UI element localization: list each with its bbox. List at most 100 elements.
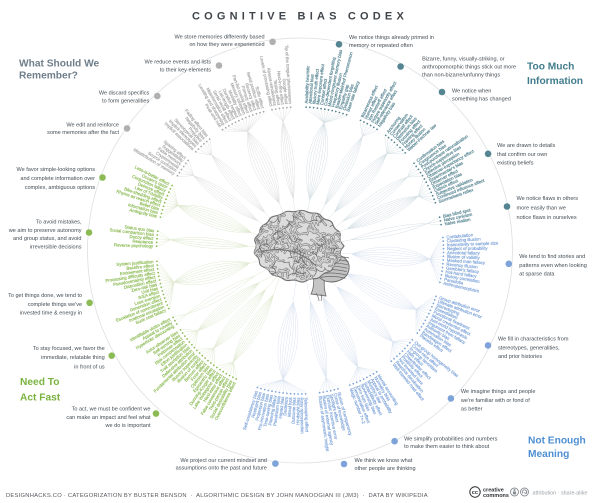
svg-text:than non-bizarre/unfunny thing: than non-bizarre/unfunny things (422, 72, 500, 78)
svg-text:Hindsight bias: Hindsight bias (295, 397, 300, 425)
svg-text:anthropomorphic things stick o: anthropomorphic things stick out more (422, 65, 516, 71)
svg-text:We are drawn to details: We are drawn to details (497, 143, 555, 149)
svg-text:Bias blind spot: Bias blind spot (442, 207, 471, 219)
svg-text:Mere exposure effect: Mere exposure effect (315, 63, 325, 105)
svg-text:Reverse psychology: Reverse psychology (114, 242, 154, 248)
svg-text:we aim to preserve autonomy: we aim to preserve autonomy (8, 228, 82, 234)
svg-text:to form generalities: to form generalities (102, 98, 149, 104)
svg-text:Insensitivity to sample size: Insensitivity to sample size (447, 240, 499, 247)
svg-text:can make an impact and feel wh: can make an impact and feel what (66, 415, 151, 421)
svg-text:We think we know what: We think we know what (355, 458, 413, 464)
svg-text:We favor simple-looking option: We favor simple-looking options (16, 167, 95, 173)
svg-text:notice flaws in ourselves: notice flaws in ourselves (517, 215, 577, 221)
svg-text:To act, we must be confident w: To act, we must be confident we (72, 407, 151, 413)
svg-text:more easily than we: more easily than we (517, 206, 566, 212)
svg-text:complex, ambiguous options: complex, ambiguous options (25, 185, 96, 191)
svg-text:Google effect: Google effect (282, 78, 289, 105)
svg-text:To get things done, we tend to: To get things done, we tend to (8, 293, 82, 299)
svg-text:We discard specifics: We discard specifics (99, 91, 150, 97)
svg-text:to make them easier to think a: to make them easier to think about (404, 444, 490, 450)
svg-text:System justification: System justification (116, 259, 154, 267)
svg-text:as better: as better (461, 407, 483, 413)
svg-text:Absent-mindedness: Absent-mindedness (266, 67, 278, 106)
svg-text:Too Much: Too Much (527, 62, 574, 73)
svg-text:Testing effect: Testing effect (273, 79, 282, 106)
svg-text:Information: Information (527, 76, 583, 87)
svg-text:We project our current mindset: We project our current mindset and (180, 458, 267, 464)
svg-text:patterns even when looking: patterns even when looking (519, 263, 587, 269)
svg-text:Pessimism bias: Pessimism bias (272, 395, 281, 426)
svg-text:IKEA effect: IKEA effect (138, 289, 161, 300)
svg-text:Remember?: Remember? (19, 71, 78, 82)
svg-text:Impact bias: Impact bias (278, 395, 286, 418)
svg-text:and complete information over: and complete information over (20, 176, 95, 182)
svg-text:Recency illusion: Recency illusion (446, 262, 478, 270)
svg-text:some memories after the fact: some memories after the fact (47, 130, 119, 136)
svg-text:We simplify probabilities and: We simplify probabilities and numbers (404, 436, 498, 442)
svg-text:Time-saving bias: Time-saving bias (263, 393, 274, 427)
svg-text:in front of us: in front of us (74, 364, 105, 370)
svg-text:something has changed: something has changed (452, 96, 511, 102)
svg-text:irreversible decisions: irreversible decisions (30, 245, 82, 251)
svg-text:memory or repeated often: memory or repeated often (349, 43, 413, 49)
svg-text:Decoy effect: Decoy effect (129, 234, 154, 241)
svg-text:Belief bias: Belief bias (139, 201, 160, 212)
svg-text:Outcome bias: Outcome bias (291, 396, 297, 424)
svg-text:to their key elements: to their key elements (160, 67, 211, 73)
svg-text:Not Enough: Not Enough (528, 436, 586, 447)
svg-text:Declinism: Declinism (282, 396, 289, 416)
svg-text:Clustering illusion: Clustering illusion (447, 236, 482, 243)
svg-text:We fill in characteristics fro: We fill in characteristics from (498, 337, 569, 343)
svg-text:Reactance: Reactance (132, 239, 154, 245)
svg-text:stereotypes, generalities,: stereotypes, generalities, (498, 345, 560, 351)
svg-text:Neglect of probability: Neglect of probability (447, 246, 488, 252)
svg-text:We edit and reinforce: We edit and reinforce (66, 123, 119, 129)
svg-text:other people are thinking: other people are thinking (355, 466, 416, 472)
svg-text:Endowment effect: Endowment effect (119, 267, 155, 277)
svg-text:Zero-risk bias: Zero-risk bias (131, 282, 159, 293)
svg-text:Naive realism: Naive realism (444, 217, 471, 227)
svg-text:Illusory truth effect: Illusory truth effect (312, 68, 320, 105)
svg-text:Ambiguity bias: Ambiguity bias (129, 207, 158, 219)
svg-text:Illusion of validity: Illusion of validity (447, 254, 481, 260)
svg-text:We notice things already prime: We notice things already primed in (349, 35, 434, 41)
svg-text:Status quo bias: Status quo bias (124, 224, 155, 233)
svg-text:Rosy retrospection: Rosy retrospection (299, 397, 305, 434)
svg-text:Anecdotal fallacy: Anecdotal fallacy (447, 250, 481, 255)
svg-text:commons: commons (483, 493, 509, 499)
svg-text:Next-in-line effect: Next-in-line effect (276, 71, 285, 106)
svg-text:Gambler's fallacy: Gambler's fallacy (446, 265, 480, 274)
svg-text:cc: cc (472, 490, 478, 496)
svg-text:Illusory correlation: Illusory correlation (444, 273, 480, 284)
svg-text:we're familiar with or fond of: we're familiar with or fond of (460, 398, 530, 404)
svg-text:Naive cynicism: Naive cynicism (443, 212, 473, 223)
svg-text:Availability heuristic: Availability heuristic (304, 65, 311, 104)
svg-text:Backfire effect: Backfire effect (126, 263, 155, 271)
svg-text:Meaning: Meaning (528, 449, 569, 460)
svg-text:We store memories differently: We store memories differently based (174, 35, 264, 41)
svg-text:What Should We: What Should We (19, 59, 100, 70)
svg-text:Spotlight effect: Spotlight effect (329, 394, 340, 424)
svg-text:existing beliefs: existing beliefs (497, 161, 534, 167)
svg-text:Confabulation: Confabulation (446, 232, 474, 239)
svg-text:immediate, relatable thing: immediate, relatable thing (41, 355, 105, 361)
svg-text:and prior histories: and prior histories (498, 354, 542, 360)
svg-text:we do is important: we do is important (104, 423, 150, 429)
svg-text:Suffix effect: Suffix effect (255, 86, 266, 110)
svg-text:on how they were experienced: on how they were experienced (189, 42, 264, 48)
svg-text:and group status, and avoid: and group status, and avoid (13, 236, 81, 242)
svg-text:complete things we've: complete things we've (28, 302, 82, 308)
svg-text:Planning fallacy: Planning fallacy (267, 394, 277, 426)
svg-text:To stay focused, we favor the: To stay focused, we favor the (33, 346, 105, 352)
svg-text:DESIGNHACKS.CO · CATEGORIZATIO: DESIGNHACKS.CO · CATEGORIZATION BY BUSTE… (6, 493, 428, 499)
svg-text:Attentional bias: Attentional bias (308, 73, 315, 104)
svg-text:COGNITIVE BIAS CODEX: COGNITIVE BIAS CODEX (192, 11, 408, 23)
svg-text:Telescoping effect: Telescoping effect (303, 397, 309, 433)
svg-text:attribution · share-alike: attribution · share-alike (533, 490, 588, 496)
svg-text:assumptions onto the past and: assumptions onto the past and future (176, 465, 267, 471)
svg-text:Moral luck: Moral luck (287, 396, 293, 417)
svg-text:Bizarre, funny, visually-strik: Bizarre, funny, visually-striking, or (422, 57, 505, 63)
svg-text:Hot-hand fallacy: Hot-hand fallacy (445, 269, 478, 279)
svg-text:Act Fast: Act Fast (20, 393, 61, 404)
svg-text:We imagine things and people: We imagine things and people (461, 389, 536, 395)
